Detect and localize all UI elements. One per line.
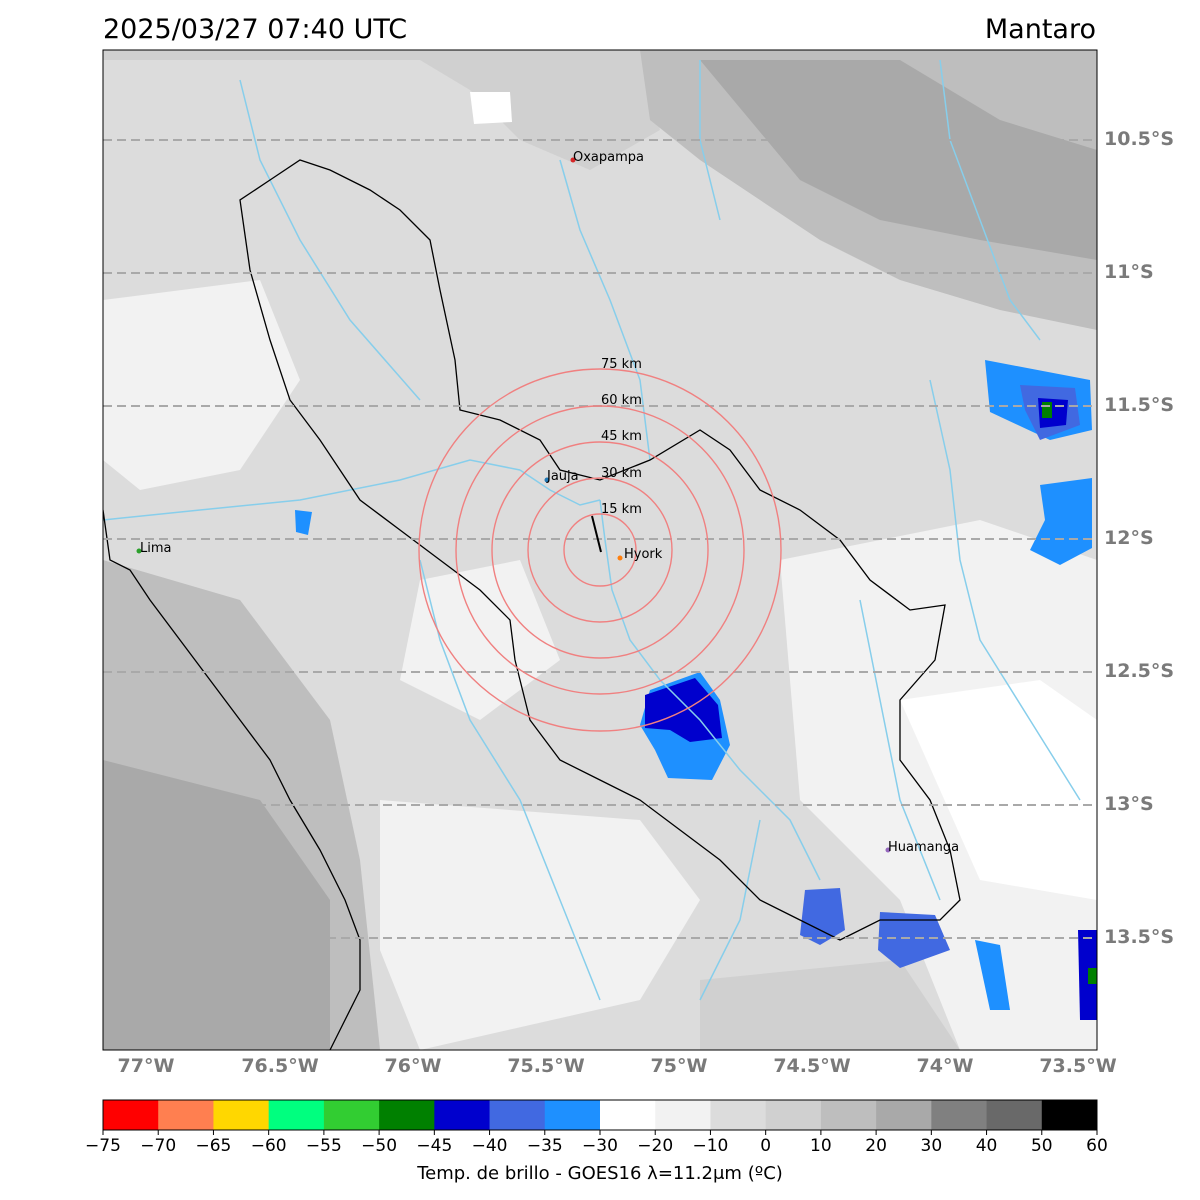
lat-label-12.5s: 12.5°S bbox=[1104, 660, 1175, 682]
colorbar-swatch bbox=[655, 1100, 711, 1130]
ring-label-75km: 75 km bbox=[601, 357, 642, 372]
city-label-lima: Lima bbox=[140, 541, 171, 556]
ring-60km bbox=[455, 405, 745, 695]
radar-beam bbox=[591, 515, 602, 553]
colorbar-tick-label: −30 bbox=[582, 1136, 618, 1156]
colorbar-tick-label: −50 bbox=[361, 1136, 398, 1156]
map-frame bbox=[102, 49, 1098, 1051]
colorbar-frame bbox=[102, 1099, 1098, 1131]
colorbar-tick-label: 60 bbox=[1086, 1136, 1108, 1156]
ring-30km bbox=[527, 477, 673, 623]
lat-label-12s: 12°S bbox=[1104, 527, 1154, 549]
colorbar-swatch bbox=[379, 1100, 435, 1130]
ring-45km bbox=[491, 441, 709, 659]
convective-cells bbox=[295, 360, 1097, 1020]
ring-15km bbox=[563, 513, 637, 587]
colorbar-swatch bbox=[158, 1100, 214, 1130]
city-marker-jauja bbox=[544, 477, 550, 483]
colorbar-swatch bbox=[820, 1100, 877, 1130]
colorbar-swatch bbox=[544, 1100, 601, 1130]
ring-label-60km: 60 km bbox=[601, 393, 642, 408]
lat-label-13.5s: 13.5°S bbox=[1104, 926, 1175, 948]
colorbar-swatch bbox=[268, 1100, 325, 1130]
lon-label-74.5w: 74.5°W bbox=[773, 1055, 851, 1077]
temperature-field bbox=[103, 50, 1097, 1050]
lon-label-75w: 75°W bbox=[650, 1055, 708, 1077]
colorbar-swatch bbox=[765, 1100, 822, 1130]
city-marker-huamanga bbox=[885, 847, 891, 853]
city-label-oxapampa: Oxapampa bbox=[573, 150, 644, 165]
colorbar-swatch bbox=[986, 1100, 1043, 1130]
city-label-huamanga: Huamanga bbox=[888, 840, 959, 855]
distance-rings bbox=[418, 368, 782, 732]
ring-label-45km: 45 km bbox=[601, 429, 642, 444]
colorbar-tick-label: −75 bbox=[85, 1136, 121, 1156]
colorbar-tick-label: −60 bbox=[250, 1136, 287, 1156]
ring-75km bbox=[418, 368, 782, 732]
colorbar-swatch bbox=[489, 1100, 546, 1130]
ring-label-15km: 15 km bbox=[601, 502, 642, 517]
colorbar-tick-label: −45 bbox=[416, 1136, 453, 1156]
lat-label-13s: 13°S bbox=[1104, 793, 1154, 815]
colorbar-label: Temp. de brillo - GOES16 λ=11.2μm (ºC) bbox=[417, 1163, 783, 1184]
datetime-title: 2025/03/27 07:40 UTC bbox=[103, 14, 408, 45]
ring-label-30km: 30 km bbox=[601, 466, 642, 481]
lon-label-73.5w: 73.5°W bbox=[1039, 1055, 1117, 1077]
colorbar-swatch bbox=[323, 1100, 380, 1130]
colorbar-swatch bbox=[103, 1100, 159, 1130]
colorbar-tick-label: −70 bbox=[140, 1136, 177, 1156]
colorbar-tick-label: −65 bbox=[195, 1136, 232, 1156]
colorbar-tick-label: 30 bbox=[920, 1136, 943, 1156]
colorbar-tick-label: −55 bbox=[305, 1136, 342, 1156]
colorbar-tick-label: 0 bbox=[760, 1136, 772, 1156]
colorbar-tick-label: 40 bbox=[975, 1136, 998, 1156]
colorbar-tick-label: −10 bbox=[692, 1136, 729, 1156]
city-marker-hyork bbox=[617, 555, 623, 561]
region-title: Mantaro bbox=[984, 14, 1096, 45]
lat-label-10.5s: 10.5°S bbox=[1104, 128, 1175, 150]
colorbar-tick-label: 20 bbox=[865, 1136, 887, 1156]
lon-label-76w: 76°W bbox=[384, 1055, 442, 1077]
lon-label-76.5w: 76.5°W bbox=[241, 1055, 319, 1077]
lon-label-74w: 74°W bbox=[916, 1055, 974, 1077]
colorbar-tick-label: −40 bbox=[471, 1136, 508, 1156]
colorbar-swatch bbox=[931, 1100, 988, 1130]
coastline bbox=[103, 509, 361, 1050]
city-label-hyork: Hyork bbox=[624, 547, 663, 562]
lat-label-11s: 11°S bbox=[1104, 261, 1154, 283]
colorbar-swatch bbox=[710, 1100, 767, 1130]
colorbar-tick-label: 10 bbox=[810, 1136, 832, 1156]
colorbar-tick-label: −35 bbox=[526, 1136, 563, 1156]
colorbar-tick-label: 50 bbox=[1030, 1136, 1053, 1156]
colorbar bbox=[102, 1100, 1098, 1135]
colorbar-swatch bbox=[600, 1100, 656, 1130]
lat-label-11.5s: 11.5°S bbox=[1104, 394, 1175, 416]
city-marker-lima bbox=[136, 548, 142, 554]
city-label-jauja: Jauja bbox=[546, 469, 579, 484]
city-marker-oxapampa bbox=[570, 157, 576, 163]
colorbar-swatch bbox=[213, 1100, 270, 1130]
lon-label-77w: 77°W bbox=[117, 1055, 175, 1077]
colorbar-swatch bbox=[434, 1100, 491, 1130]
lon-label-75.5w: 75.5°W bbox=[507, 1055, 585, 1077]
colorbar-swatch bbox=[1041, 1100, 1098, 1130]
colorbar-swatch bbox=[876, 1100, 932, 1130]
colorbar-tick-label: −20 bbox=[637, 1136, 674, 1156]
